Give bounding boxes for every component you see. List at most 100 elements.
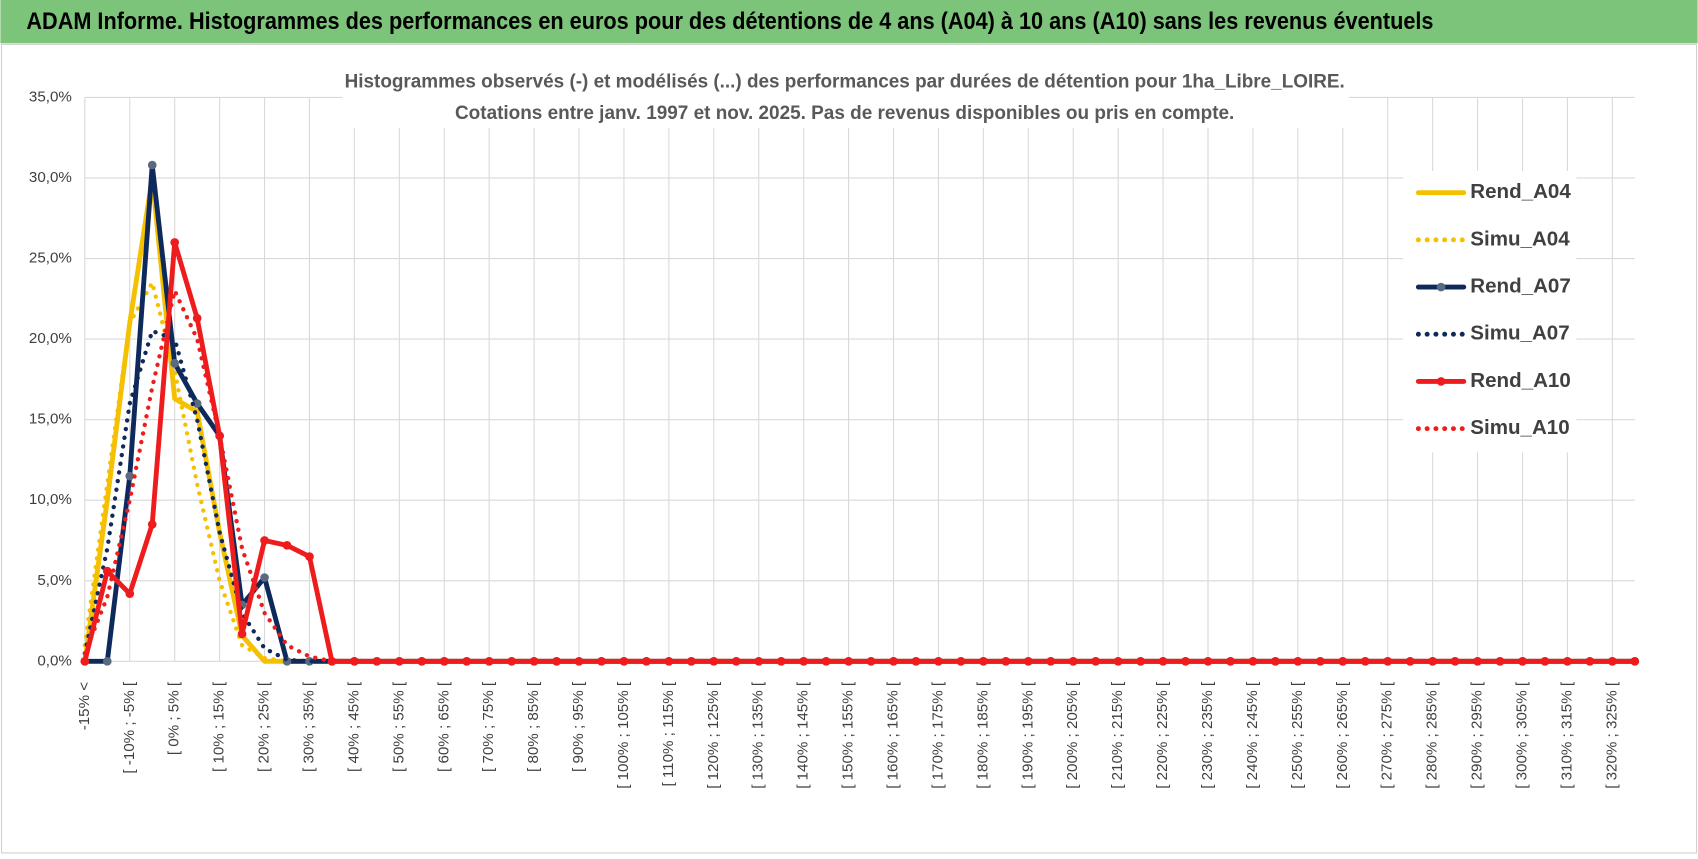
data-point [192, 313, 202, 323]
data-point [552, 657, 561, 666]
data-point [664, 657, 674, 666]
x-tick-label: [ 90% ; 95% [ [570, 681, 587, 772]
x-tick-label: [ 50% ; 55% [ [390, 681, 407, 772]
x-tick-label: -15% < [76, 682, 93, 731]
x-tick-label: [ 0% ; 5% [ [166, 681, 183, 755]
data-point [260, 573, 269, 582]
data-point [80, 657, 90, 666]
data-point [192, 399, 202, 408]
x-tick-label: [ 160% ; 165% [ [885, 681, 902, 789]
data-point [821, 657, 831, 666]
data-point [282, 540, 292, 550]
title-backdrop [342, 67, 1350, 128]
data-point [866, 657, 876, 666]
chart-title: Histogrammes observés (-) et modélisés (… [345, 70, 1345, 92]
x-tick-label: [ 30% ; 35% [ [300, 681, 317, 772]
data-point [956, 657, 966, 666]
x-tick-label: [ 270% ; 275% [ [1379, 681, 1396, 789]
data-point [1181, 657, 1190, 666]
header-bar [0, 0, 1698, 44]
x-tick-label: [ -10% ; -5% [ [121, 681, 138, 774]
data-point [1113, 657, 1123, 666]
data-point [260, 536, 269, 545]
data-point [1068, 657, 1078, 666]
data-point [170, 238, 180, 247]
x-tick-label: [ 80% ; 85% [ [525, 681, 542, 772]
x-tick-label: [ 190% ; 195% [ [1019, 681, 1036, 789]
x-tick-label: [ 210% ; 215% [ [1109, 681, 1126, 789]
x-tick-label: [ 310% ; 315% [ [1558, 681, 1575, 789]
x-tick-label: [ 320% ; 325% [ [1603, 681, 1620, 789]
x-tick-label: [ 240% ; 245% [ [1244, 681, 1261, 789]
data-point [170, 358, 180, 368]
x-tick-label: [ 130% ; 135% [ [750, 681, 767, 789]
data-point [1518, 657, 1527, 666]
legend-label: Rend_A10 [1470, 369, 1571, 392]
data-point [237, 629, 247, 639]
chart-subtitle: Cotations entre janv. 1997 et nov. 2025.… [455, 102, 1234, 124]
data-point [305, 657, 314, 666]
data-point [754, 657, 764, 666]
data-point [1540, 657, 1550, 666]
legend-label: Rend_A07 [1470, 274, 1571, 297]
series-line [82, 288, 1637, 664]
data-point [507, 657, 516, 666]
x-tick-label: [ 300% ; 305% [ [1513, 681, 1530, 789]
data-point [125, 471, 135, 481]
data-point [1226, 657, 1235, 666]
y-tick-label: 15,0% [29, 411, 72, 428]
legend-label: Rend_A04 [1470, 180, 1571, 203]
y-tick-label: 20,0% [29, 330, 72, 347]
data-point [102, 566, 112, 576]
data-point [102, 657, 112, 666]
legend-marker [1436, 377, 1446, 386]
data-point [305, 552, 314, 561]
legend-label: Simu_A07 [1470, 322, 1569, 345]
legend-label: Simu_A04 [1470, 227, 1570, 250]
header-title: ADAM Informe. Histogrammes des performan… [26, 8, 1433, 35]
data-point [147, 520, 157, 529]
data-point [1473, 657, 1482, 666]
y-tick-label: 0,0% [37, 652, 72, 669]
legend-box [1403, 171, 1577, 453]
x-tick-label: [ 120% ; 125% [ [705, 681, 722, 789]
data-point [125, 589, 135, 598]
data-point [147, 160, 157, 170]
x-tick-label: [ 250% ; 255% [ [1289, 681, 1306, 789]
x-tick-label: [ 110% ; 115% [ [660, 681, 677, 786]
y-tick-label: 10,0% [29, 491, 72, 508]
y-tick-label: 30,0% [29, 169, 72, 186]
x-tick-label: [ 20% ; 25% [ [256, 681, 273, 772]
data-point [1158, 657, 1168, 666]
data-point [350, 657, 359, 666]
legend-label: Simu_A10 [1470, 416, 1569, 439]
data-point [1428, 657, 1437, 666]
x-tick-label: [ 60% ; 65% [ [435, 681, 452, 772]
data-point [709, 657, 719, 666]
data-point [394, 657, 404, 666]
data-point [1383, 657, 1393, 666]
x-tick-label: [ 260% ; 265% [ [1334, 681, 1351, 789]
data-point [1630, 657, 1640, 666]
y-tick-label: 35,0% [29, 88, 72, 105]
data-point [597, 657, 606, 666]
data-point [911, 657, 921, 666]
data-point [1585, 657, 1595, 666]
legend-marker [1436, 282, 1446, 292]
data-point [1023, 657, 1033, 666]
x-tick-label: [ 10% ; 15% [ [211, 681, 228, 772]
x-tick-label: [ 220% ; 225% [ [1154, 681, 1171, 789]
x-tick-label: [ 140% ; 145% [ [795, 681, 812, 789]
x-tick-label: [ 100% ; 105% [ [615, 681, 632, 789]
x-tick-label: [ 70% ; 75% [ [480, 681, 497, 772]
x-tick-label: [ 230% ; 235% [ [1199, 681, 1216, 789]
x-tick-label: [ 180% ; 185% [ [974, 681, 991, 789]
data-point [1271, 657, 1280, 666]
data-point [462, 657, 472, 666]
x-tick-label: [ 40% ; 45% [ [345, 681, 362, 772]
chart-frame [0, 43, 1698, 854]
x-tick-label: [ 200% ; 205% [ [1064, 681, 1081, 789]
x-tick-label: [ 150% ; 155% [ [840, 681, 857, 789]
data-point [1315, 657, 1325, 666]
